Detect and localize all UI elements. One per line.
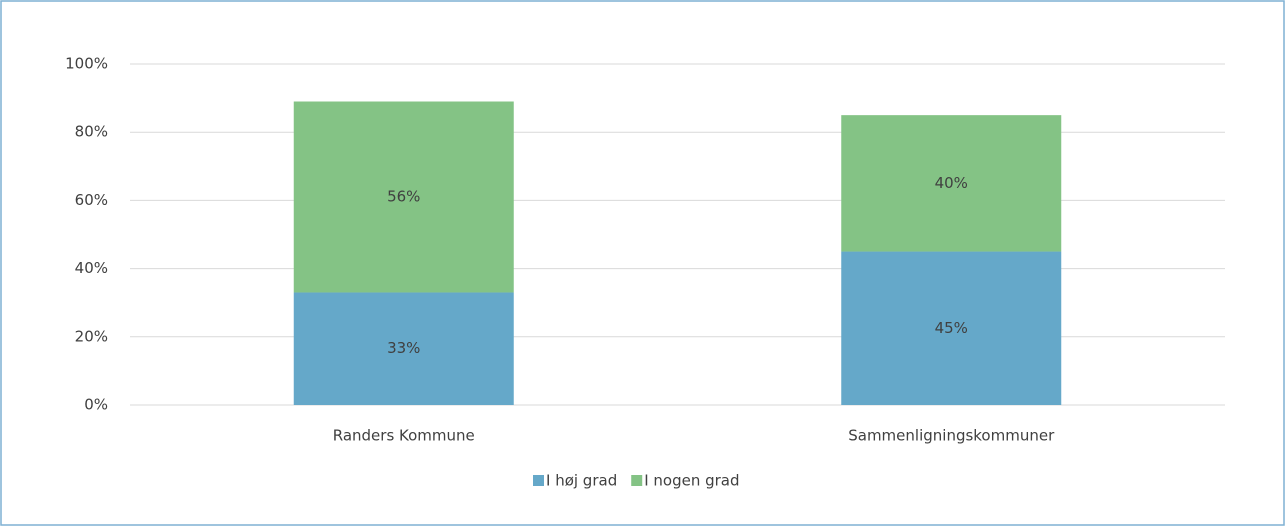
x-tick-label: Sammenligningskommuner [848,427,1055,445]
y-tick-label: 80% [75,123,108,141]
legend-swatch [533,475,544,486]
y-tick-label: 60% [75,191,108,209]
y-tick-label: 20% [75,327,108,345]
x-tick-label: Randers Kommune [333,427,475,445]
legend-swatch [631,475,643,486]
data-label: 56% [387,187,420,205]
data-label: 45% [935,319,968,337]
bar-segment [293,292,514,405]
bar-segment [841,115,1062,252]
y-tick-label: 40% [75,259,108,277]
y-tick-label: 100% [65,55,108,73]
legend-label: I nogen grad [644,472,739,490]
bar-segment [293,101,514,293]
data-label: 33% [387,339,420,357]
y-tick-label: 0% [84,396,108,414]
bar-segment [841,251,1062,405]
data-label: 40% [935,174,968,192]
legend-label: I høj grad [546,472,617,490]
